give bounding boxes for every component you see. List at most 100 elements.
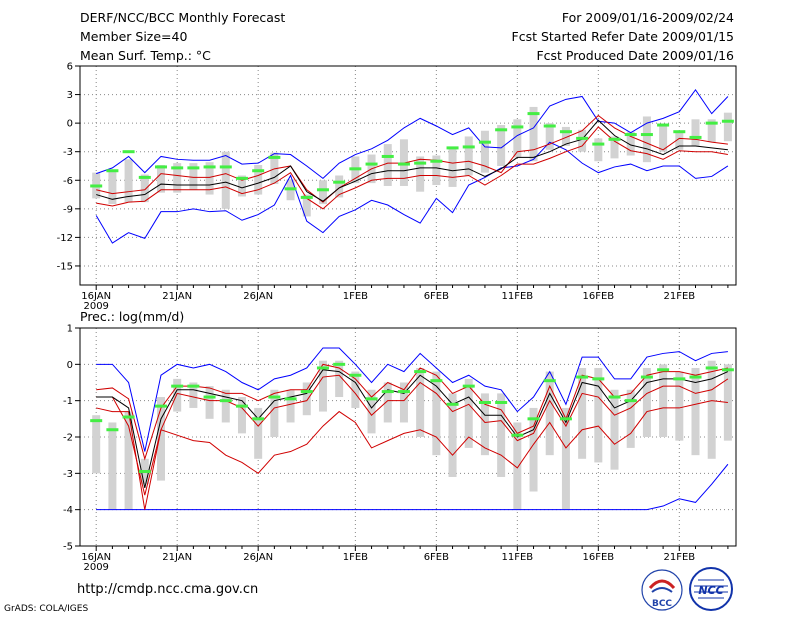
x-tick-label: 1FEB xyxy=(343,552,368,563)
x-tick-label: 16FEB xyxy=(582,552,614,563)
ensemble-box xyxy=(124,159,133,203)
source-url[interactable]: http://cmdp.ncc.cma.gov.cn xyxy=(77,582,259,597)
precipitation-panel: 1 0 -1 -2 -3 -4 -5 16JAN 21JAN 26JAN 1FEB 6FEB 11FEB… xyxy=(63,324,737,573)
ensemble-box xyxy=(205,162,214,195)
ensemble-mean-marker xyxy=(90,184,103,188)
y-tick-label: 1 xyxy=(67,324,73,335)
ensemble-box xyxy=(448,146,457,187)
ensemble-box xyxy=(173,378,182,412)
ensemble-box xyxy=(497,393,506,477)
ensemble-box xyxy=(529,106,538,162)
ensemble-box xyxy=(383,144,392,186)
y-tick-label: -9 xyxy=(63,204,73,215)
ensemble-mean-marker xyxy=(446,402,459,406)
ensemble-mean-marker xyxy=(106,428,119,432)
ensemble-box xyxy=(367,389,376,434)
ensemble-box xyxy=(302,194,311,217)
ensemble-box xyxy=(626,389,635,448)
ensemble-box xyxy=(464,136,473,176)
ensemble-box xyxy=(335,360,344,398)
ensemble-mean-marker xyxy=(365,397,378,401)
ensemble-mean-marker xyxy=(478,400,491,404)
ensemble-mean-marker xyxy=(252,417,265,421)
ensemble-box xyxy=(480,130,489,173)
forecast-period: For 2009/01/16-2009/02/24 xyxy=(561,10,734,25)
temp-q3-line xyxy=(96,114,728,203)
ensemble-mean-marker xyxy=(657,123,670,127)
y-tick-label: -6 xyxy=(63,176,73,187)
ensemble-box xyxy=(286,389,295,423)
ensemble-box xyxy=(675,371,684,441)
ensemble-mean-marker xyxy=(284,397,297,401)
ensemble-box xyxy=(578,367,587,459)
ensemble-box xyxy=(659,124,668,152)
ensemble-box xyxy=(432,155,441,186)
ensemble-mean-marker xyxy=(657,368,670,372)
x-tick-label: 1FEB xyxy=(343,291,368,302)
ensemble-box xyxy=(659,364,668,437)
ensemble-box xyxy=(578,129,587,152)
ensemble-box xyxy=(318,360,327,412)
ensemble-mean-marker xyxy=(333,362,346,366)
forecast-title: DERF/NCC/BCC Monthly Forecast xyxy=(80,10,286,25)
ensemble-mean-marker xyxy=(414,370,427,374)
ensemble-mean-marker xyxy=(203,395,216,399)
ensemble-box xyxy=(416,367,425,437)
ensemble-box xyxy=(561,126,570,146)
ensemble-box xyxy=(610,136,619,159)
ensemble-mean-marker xyxy=(300,390,313,394)
forecast-produced-date: Fcst Produced Date 2009/01/16 xyxy=(536,48,734,63)
ensemble-mean-marker xyxy=(495,128,508,132)
y-tick-label: -3 xyxy=(63,469,73,480)
ensemble-box xyxy=(529,407,538,492)
bcc-logo: BCC xyxy=(641,569,683,611)
ensemble-box xyxy=(691,119,700,146)
ensemble-mean-marker xyxy=(721,368,734,372)
ensemble-box xyxy=(254,407,263,459)
y-tick-label: -12 xyxy=(57,233,73,244)
x-tick-label: 26JAN xyxy=(243,291,273,302)
ensemble-mean-marker xyxy=(592,142,605,146)
ensemble-mean-marker xyxy=(640,375,653,379)
x-tick-label: 6FEB xyxy=(424,291,449,302)
ensemble-box xyxy=(189,382,198,408)
ensemble-mean-marker xyxy=(219,399,232,403)
ensemble-box xyxy=(205,386,214,419)
prec-q1-line xyxy=(96,374,729,496)
ensemble-box xyxy=(513,119,522,158)
temp-min-line xyxy=(95,141,729,244)
x-year-label: 2009 xyxy=(83,562,108,573)
ensemble-mean-marker xyxy=(592,377,605,381)
ensemble-mean-marker xyxy=(349,167,362,171)
x-tick-label: 11FEB xyxy=(502,291,534,302)
ensemble-box xyxy=(221,151,230,209)
ensemble-mean-marker xyxy=(689,375,702,379)
ensemble-box xyxy=(594,367,603,463)
ensemble-box xyxy=(448,393,457,477)
temp-frame xyxy=(79,65,737,286)
ensemble-mean-marker xyxy=(381,154,394,158)
ensemble-box xyxy=(237,397,246,434)
ensemble-box xyxy=(594,138,603,162)
ensemble-box xyxy=(642,116,651,163)
ensemble-mean-marker xyxy=(300,195,313,199)
ensemble-box xyxy=(626,131,635,156)
ensemble-mean-marker xyxy=(268,395,281,399)
ensemble-box xyxy=(383,382,392,423)
temp-median-line xyxy=(96,119,728,202)
prec-median-line xyxy=(96,369,729,488)
x-tick-label: 16JAN xyxy=(81,291,111,302)
ensemble-box xyxy=(561,407,570,510)
ensemble-mean-marker xyxy=(333,180,346,184)
ensemble-mean-marker xyxy=(673,130,686,134)
ensemble-mean-marker xyxy=(495,400,508,404)
ensemble-mean-marker xyxy=(187,166,200,170)
ensemble-box xyxy=(124,411,133,510)
header-left: DERF/NCC/BCC Monthly Forecast Member Siz… xyxy=(80,10,285,67)
ensemble-mean-marker xyxy=(122,415,135,419)
ensemble-box xyxy=(335,175,344,198)
ensemble-mean-marker xyxy=(576,375,589,379)
ensemble-mean-marker xyxy=(576,136,589,140)
ensemble-mean-marker xyxy=(624,133,637,137)
ensemble-mean-marker xyxy=(559,130,572,134)
